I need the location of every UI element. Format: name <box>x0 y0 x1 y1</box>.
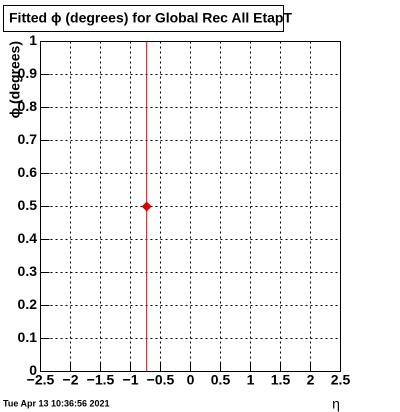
y-tick-label: 0.2 <box>18 296 38 312</box>
x-axis-label: η <box>332 396 340 412</box>
y-tick-label: 0.4 <box>18 230 38 246</box>
x-tick-label: −1 <box>123 372 139 388</box>
y-tick-label: 0.7 <box>18 131 38 147</box>
timestamp: Tue Apr 13 10:36:56 2021 <box>3 398 110 408</box>
x-tick-label: −2.5 <box>27 372 55 388</box>
x-tick-label: 1.5 <box>271 372 291 388</box>
x-tick-label: 2.5 <box>331 372 351 388</box>
y-tick-label: 1 <box>29 32 37 48</box>
x-tick-label: −0.5 <box>147 372 175 388</box>
x-tick-label: −2 <box>63 372 79 388</box>
title-box <box>3 5 284 32</box>
x-tick-label: 2 <box>307 372 315 388</box>
y-tick-label: 0 <box>29 362 37 378</box>
y-tick-label: 0.1 <box>18 329 38 345</box>
data-point <box>141 201 152 212</box>
x-tick-label: 0.5 <box>211 372 231 388</box>
y-tick-label: 0.6 <box>18 164 38 180</box>
x-tick-label: 0 <box>187 372 195 388</box>
y-tick-label: 0.9 <box>18 65 38 81</box>
x-tick-label: 1 <box>247 372 255 388</box>
chart-title: Fitted ϕ (degrees) for Global Rec All Et… <box>9 10 292 26</box>
y-tick-label: 0.3 <box>18 263 38 279</box>
x-tick-label: −1.5 <box>87 372 115 388</box>
y-axis-label: ϕ (degrees) <box>7 41 23 118</box>
y-tick-label: 0.8 <box>18 98 38 114</box>
y-tick-label: 0.5 <box>18 197 38 213</box>
